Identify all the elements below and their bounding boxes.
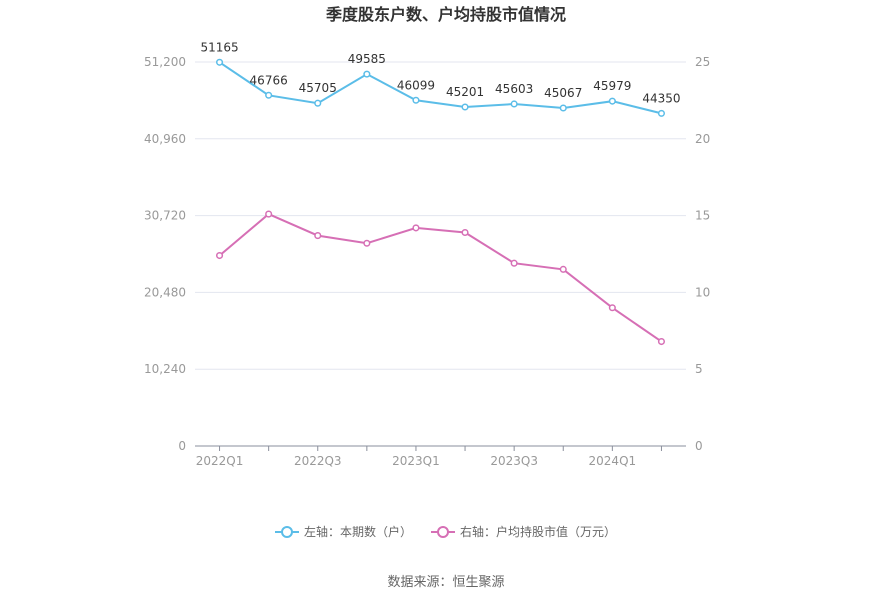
- series-line: [219, 61, 662, 115]
- x-tick-label: 2022Q1: [196, 454, 244, 468]
- data-point[interactable]: [657, 338, 666, 346]
- data-label: 45067: [544, 86, 582, 100]
- legend-marker: [281, 526, 293, 538]
- left-tick-label: 20,480: [144, 285, 186, 299]
- data-point[interactable]: [461, 103, 469, 111]
- data-point[interactable]: [216, 251, 224, 260]
- x-tick-label: 2022Q3: [294, 454, 342, 468]
- series-2: [216, 210, 666, 346]
- series-layer: 51165 46766 45705 49585 46099 45201 45603 45067…: [200, 40, 681, 346]
- data-point[interactable]: [265, 210, 273, 218]
- data-point[interactable]: [412, 224, 420, 232]
- left-tick-label: 0: [178, 439, 186, 453]
- data-label: 45603: [495, 82, 533, 96]
- data-point[interactable]: [559, 265, 567, 273]
- legend-item-2[interactable]: 右轴：户均持股市值（万元）: [431, 524, 616, 539]
- data-point[interactable]: [265, 91, 273, 99]
- right-tick-label: 5: [695, 362, 703, 376]
- legend-label: 左轴：本期数（户）: [304, 524, 412, 539]
- series-line: [218, 212, 663, 343]
- data-label: 51165: [200, 40, 238, 54]
- data-point[interactable]: [314, 232, 322, 240]
- right-tick-label: 20: [695, 132, 710, 146]
- data-point[interactable]: [461, 228, 469, 237]
- source-note: 数据来源：恒生聚源: [387, 575, 504, 590]
- data-point[interactable]: [216, 58, 224, 66]
- legend-item-1[interactable]: 左轴：本期数（户）: [275, 524, 412, 539]
- data-label: 44350: [642, 91, 680, 105]
- data-label: 45201: [446, 85, 484, 99]
- legend[interactable]: 左轴：本期数（户） 右轴：户均持股市值（万元）: [275, 524, 616, 539]
- right-axis: 0 5 10 15 20 25: [695, 55, 710, 453]
- data-point[interactable]: [559, 104, 567, 112]
- data-label: 45705: [299, 81, 337, 95]
- right-tick-label: 0: [695, 439, 703, 453]
- legend-label: 右轴：户均持股市值（万元）: [460, 524, 616, 539]
- data-point[interactable]: [608, 97, 616, 105]
- right-tick-label: 10: [695, 285, 710, 299]
- left-tick-label: 30,720: [144, 209, 186, 223]
- data-point[interactable]: [510, 100, 518, 108]
- legend-marker: [437, 526, 449, 538]
- data-point[interactable]: [412, 96, 420, 104]
- right-tick-label: 25: [695, 55, 710, 69]
- grid: [195, 61, 686, 370]
- left-tick-label: 10,240: [144, 362, 186, 376]
- left-axis: 0 10,240 20,480 30,720 40,960 51,200: [144, 55, 186, 453]
- left-tick-label: 51,200: [144, 55, 186, 69]
- data-label: 45979: [593, 79, 631, 93]
- series-1: 51165 46766 45705 49585 46099 45201 45603 45067…: [200, 40, 681, 117]
- data-label: 46766: [250, 73, 288, 87]
- right-tick-label: 15: [695, 209, 710, 223]
- data-point[interactable]: [608, 304, 616, 312]
- data-point[interactable]: [363, 70, 371, 78]
- left-tick-label: 40,960: [144, 132, 186, 146]
- x-tick-label: 2024Q1: [589, 454, 637, 468]
- data-point[interactable]: [510, 259, 518, 267]
- data-label: 49585: [348, 52, 386, 66]
- data-point[interactable]: [363, 239, 371, 247]
- chart-title: 季度股东户数、户均持股市值情况: [325, 5, 566, 24]
- x-tick-label: 2023Q1: [392, 454, 440, 468]
- data-label: 46099: [397, 78, 435, 92]
- data-point[interactable]: [657, 109, 666, 117]
- x-tick-label: 2023Q3: [490, 454, 538, 468]
- x-axis: 2022Q1 2022Q3 2023Q1 2023Q3 2024Q1: [195, 445, 686, 468]
- data-point[interactable]: [314, 99, 322, 107]
